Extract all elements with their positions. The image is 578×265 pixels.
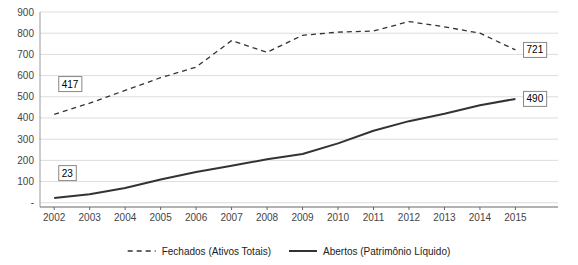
- legend-item: Fechados (Ativos Totais): [128, 246, 271, 257]
- y-tick-label: 300: [17, 134, 34, 145]
- y-tick-label: 500: [17, 91, 34, 102]
- y-axis-line: [40, 12, 41, 207]
- annotation-box: [524, 42, 547, 57]
- y-tick-label: 400: [17, 112, 34, 123]
- x-tick-label: 2011: [363, 212, 385, 223]
- lines: [54, 22, 515, 198]
- legend-item: Abertos (Patrimônio Líquido): [289, 246, 450, 257]
- x-tick-label: 2003: [79, 212, 102, 223]
- legend-swatch: [289, 250, 317, 252]
- y-tick-label: 800: [17, 28, 34, 39]
- x-tick: [160, 207, 161, 210]
- x-tick: [373, 207, 374, 210]
- legend-label: Fechados (Ativos Totais): [162, 246, 271, 257]
- y-tick-label: 600: [17, 70, 34, 81]
- annotation-text: 417: [62, 79, 79, 90]
- series-line: [54, 99, 515, 198]
- x-tick: [54, 207, 55, 210]
- annotation: 417: [59, 77, 82, 92]
- legend: Fechados (Ativos Totais) Abertos (Patrimô…: [128, 246, 451, 257]
- y-tick-label: -: [31, 197, 34, 208]
- grid-line: [40, 96, 558, 97]
- x-tick-label: 2004: [114, 212, 137, 223]
- y-tick-label: 700: [17, 49, 34, 60]
- x-tick-label: 2008: [256, 212, 279, 223]
- x-tick-label: 2013: [433, 212, 456, 223]
- x-tick-label: 2009: [291, 212, 314, 223]
- x-tick: [196, 207, 197, 210]
- grid-line: [40, 181, 558, 182]
- y-tick-label: 200: [17, 155, 34, 166]
- x-tick-label: 2010: [327, 212, 350, 223]
- grid-line: [40, 12, 558, 13]
- annotation: 721: [524, 42, 547, 57]
- grid-line: [40, 160, 558, 161]
- annotation-box: [524, 91, 547, 106]
- x-tick-label: 2012: [398, 212, 421, 223]
- grid-line: [40, 139, 558, 140]
- x-tick: [479, 207, 480, 210]
- grid-line: [40, 202, 558, 203]
- x-tick-label: 2007: [220, 212, 243, 223]
- grid-line: [40, 54, 558, 55]
- chart: - 100 200 300 400 500 600 700 800 900 2002 2003 2004…: [0, 0, 578, 265]
- annotation-box: [59, 166, 77, 181]
- series-line: [54, 22, 515, 115]
- x-tick: [231, 207, 232, 210]
- legend-label: Abertos (Patrimônio Líquido): [323, 246, 450, 257]
- grid: [40, 12, 558, 203]
- x-tick: [408, 207, 409, 210]
- annotation-text: 23: [62, 168, 74, 179]
- x-tick: [302, 207, 303, 210]
- x-tick-label: 2015: [504, 212, 527, 223]
- annotation: 490: [524, 91, 547, 106]
- x-tick: [125, 207, 126, 210]
- x-tick: [267, 207, 268, 210]
- x-tick-label: 2005: [150, 212, 173, 223]
- annotation-box: [59, 77, 82, 92]
- grid-line: [40, 75, 558, 76]
- annotation: 23: [59, 166, 77, 181]
- x-tick: [89, 207, 90, 210]
- grid-line: [40, 117, 558, 118]
- x-tick-label: 2014: [469, 212, 492, 223]
- y-tick-label: 100: [17, 176, 34, 187]
- x-tick: [515, 207, 516, 210]
- x-tick-label: 2006: [185, 212, 208, 223]
- x-tick: [444, 207, 445, 210]
- y-tick-label: 900: [17, 7, 34, 18]
- legend-swatch: [128, 250, 156, 251]
- x-tick-label: 2002: [43, 212, 66, 223]
- annotation-text: 490: [527, 93, 544, 104]
- annotation-text: 721: [527, 44, 544, 55]
- x-tick: [338, 207, 339, 210]
